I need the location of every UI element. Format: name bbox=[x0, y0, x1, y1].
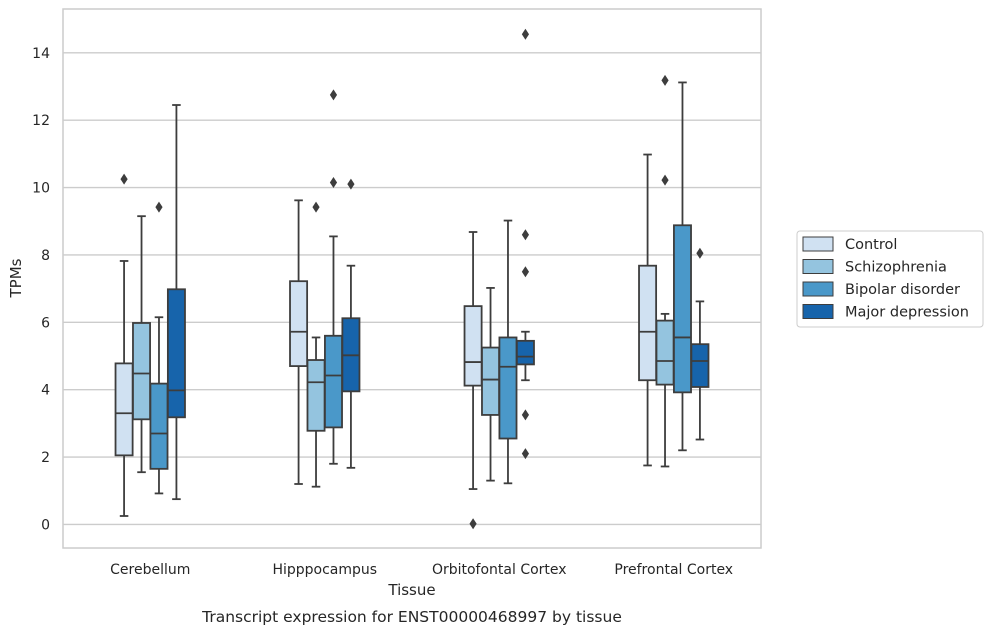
x-tick-labels: Cerebellum Hipppocampus Orbitofontal Corte… bbox=[110, 562, 733, 578]
y-tick-label: 0 bbox=[41, 517, 50, 533]
legend: Control Schizophrenia Bipolar disorder Majo… bbox=[796, 230, 984, 328]
outlier-point bbox=[312, 201, 320, 213]
box bbox=[690, 343, 710, 388]
outlier-point bbox=[329, 176, 338, 188]
box bbox=[114, 362, 134, 457]
legend-swatch bbox=[802, 259, 834, 274]
x-axis-title: Tissue bbox=[387, 581, 435, 599]
legend-label: Bipolar disorder bbox=[845, 282, 960, 298]
box-group bbox=[638, 153, 658, 467]
y-tick-label: 10 bbox=[32, 181, 50, 197]
y-tick-label: 2 bbox=[41, 450, 50, 466]
legend-swatch bbox=[802, 236, 834, 252]
box-group bbox=[149, 201, 169, 495]
x-tick-label: Prefrontal Cortex bbox=[614, 562, 733, 578]
outlier-point bbox=[696, 247, 704, 259]
box-group bbox=[690, 247, 710, 441]
outlier-point bbox=[469, 518, 477, 530]
outlier-point bbox=[661, 74, 669, 86]
box-group bbox=[673, 81, 692, 452]
box-group bbox=[341, 178, 361, 469]
box bbox=[498, 336, 518, 440]
box bbox=[324, 334, 343, 429]
box-group bbox=[324, 89, 343, 465]
y-tick-label: 4 bbox=[41, 383, 50, 399]
plot-frame bbox=[62, 8, 762, 549]
outlier-point bbox=[155, 201, 163, 213]
box bbox=[638, 264, 658, 382]
legend-frame bbox=[796, 230, 984, 328]
box-group bbox=[515, 28, 535, 460]
outlier-point bbox=[347, 178, 355, 190]
box-group bbox=[166, 104, 186, 501]
outlier-point bbox=[521, 28, 530, 40]
outlier-point bbox=[661, 174, 669, 186]
y-axis-title: TPMs bbox=[7, 258, 25, 298]
box bbox=[132, 322, 151, 421]
y-tick-label: 14 bbox=[32, 46, 50, 62]
outlier-point bbox=[521, 266, 530, 278]
chart-caption: Transcript expression for ENST0000046899… bbox=[201, 608, 622, 626]
outlier-point bbox=[521, 409, 530, 421]
box bbox=[481, 346, 500, 416]
box bbox=[463, 305, 483, 387]
box-group bbox=[289, 199, 309, 485]
legend-label: Schizophrenia bbox=[845, 260, 947, 276]
legend-swatch bbox=[802, 304, 834, 319]
y-tick-labels: 0 2 4 6 8 10 12 14 bbox=[32, 46, 50, 534]
outlier-point bbox=[329, 89, 338, 101]
box bbox=[289, 280, 309, 367]
box bbox=[515, 339, 535, 366]
box bbox=[166, 288, 186, 419]
box-group bbox=[655, 74, 675, 468]
box-series bbox=[114, 28, 710, 530]
x-tick-label: Hipppocampus bbox=[272, 562, 377, 578]
box-group bbox=[463, 231, 483, 530]
legend-swatch bbox=[802, 281, 834, 297]
outlier-point bbox=[521, 229, 530, 241]
y-tick-label: 6 bbox=[41, 315, 50, 331]
legend-label: Control bbox=[845, 237, 897, 253]
box bbox=[306, 359, 326, 432]
box bbox=[655, 319, 675, 386]
legend-label: Major depression bbox=[845, 305, 969, 321]
outlier-point bbox=[120, 173, 128, 185]
x-tick-label: Cerebellum bbox=[110, 562, 190, 578]
box bbox=[149, 382, 169, 470]
box-group bbox=[114, 173, 134, 517]
box bbox=[673, 224, 692, 394]
outlier-point bbox=[521, 448, 530, 460]
box-group bbox=[132, 215, 151, 474]
y-tick-label: 8 bbox=[41, 248, 50, 264]
box-group bbox=[498, 219, 518, 485]
y-tick-label: 12 bbox=[32, 113, 50, 129]
x-tick-label: Orbitofontal Cortex bbox=[432, 562, 567, 578]
